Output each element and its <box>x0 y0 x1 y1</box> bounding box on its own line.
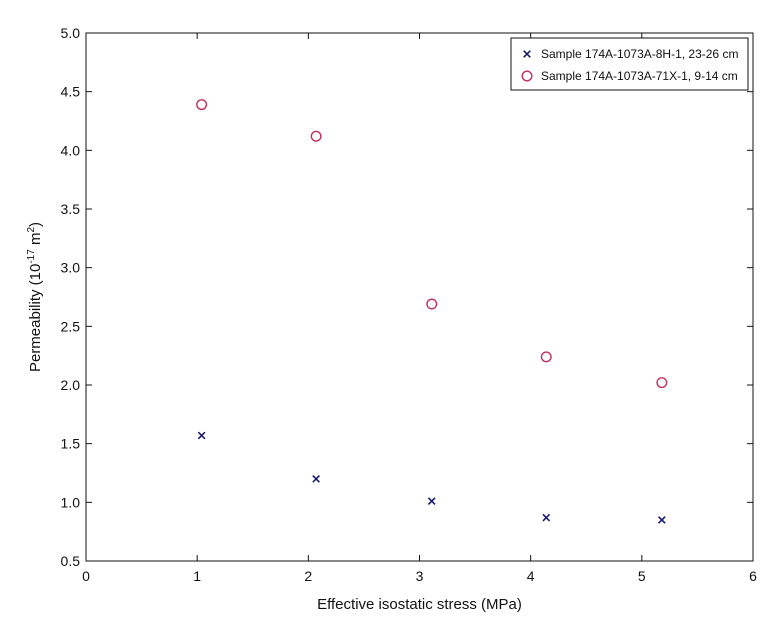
x-tick-label: 2 <box>304 568 312 584</box>
data-point-series-1 <box>657 516 666 524</box>
data-point-series-1 <box>542 513 551 522</box>
x-axis-title: Effective isostatic stress (MPa) <box>317 596 522 613</box>
y-axis-title: Permeability (10-17 m2) <box>26 222 44 372</box>
y-tick-label: 3.5 <box>61 201 81 217</box>
data-point-series-1 <box>197 431 206 440</box>
legend-box <box>510 37 749 91</box>
data-point-series-2 <box>540 351 552 363</box>
data-point-series-2 <box>426 298 438 310</box>
legend: Sample 174A-1073A-8H-1, 23-26 cm Sample … <box>510 37 749 91</box>
y-tick-label: 3.0 <box>61 260 81 276</box>
legend-marker-series-2 <box>521 70 533 82</box>
data-point-series-2 <box>196 99 208 111</box>
y-axis-title-unit-exponent: 2 <box>26 227 37 233</box>
y-tick-label: 2.5 <box>61 318 81 334</box>
y-tick-label: 4.0 <box>61 142 81 158</box>
x-tick-label: 1 <box>193 568 201 584</box>
y-tick-label: 1.5 <box>61 436 81 452</box>
x-tick-label: 0 <box>82 568 90 584</box>
y-tick-label: 1.0 <box>61 494 81 510</box>
legend-label-series-2: Sample 174A-1073A-71X-1, 9-14 cm <box>541 69 738 83</box>
plot-frame <box>85 32 754 562</box>
x-tick-label: 5 <box>638 568 646 584</box>
y-tick-label: 4.5 <box>61 84 81 100</box>
x-tick-label: 6 <box>749 568 757 584</box>
data-point-series-1 <box>312 475 320 483</box>
y-tick-label: 5.0 <box>61 25 81 41</box>
data-point-series-2 <box>656 377 668 389</box>
legend-markers <box>521 50 533 82</box>
legend-label-series-1: Sample 174A-1073A-8H-1, 23-26 cm <box>541 47 738 61</box>
data-point-series-2 <box>310 130 322 142</box>
y-tick-label: 0.5 <box>61 553 81 569</box>
axis-tick-labels: 0 1 2 3 4 5 6 0.5 1.0 1.5 2.0 2.5 3.0 3.5 4.0 4.5 5.0 <box>61 25 758 584</box>
x-tick-label: 3 <box>416 568 424 584</box>
axis-ticks <box>85 32 754 562</box>
data-points <box>196 99 668 524</box>
y-tick-label: 2.0 <box>61 377 81 393</box>
legend-marker-series-1 <box>523 50 531 58</box>
x-tick-label: 4 <box>527 568 535 584</box>
y-axis-title-exponent: -17 <box>26 249 37 264</box>
data-point-series-1 <box>427 497 436 506</box>
